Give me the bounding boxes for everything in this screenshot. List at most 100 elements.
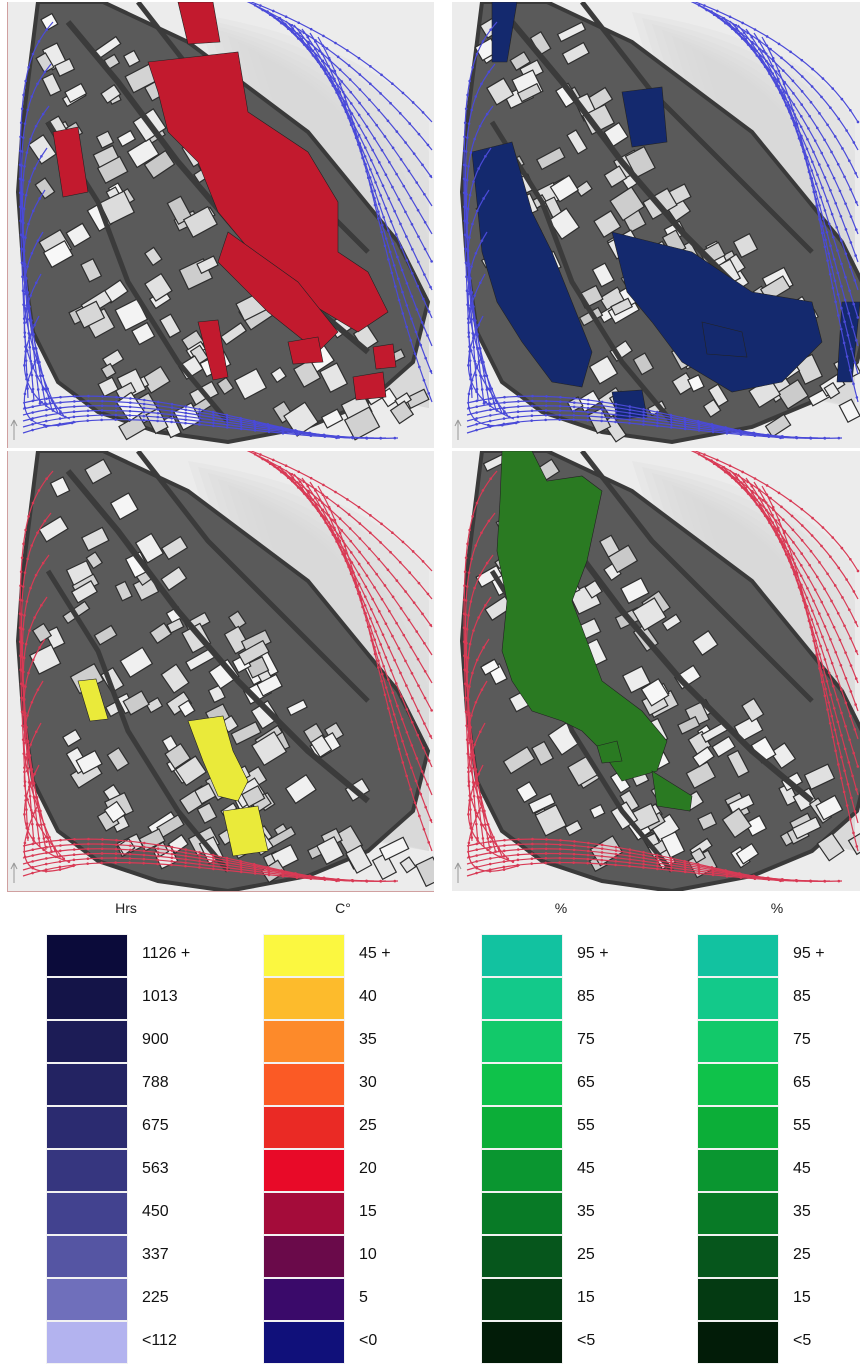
building bbox=[621, 665, 652, 694]
building bbox=[196, 802, 218, 824]
stream-marker bbox=[296, 32, 299, 35]
building bbox=[44, 626, 66, 650]
stream-marker bbox=[422, 746, 425, 750]
stream-marker bbox=[400, 695, 403, 698]
stream-marker bbox=[852, 831, 855, 835]
stream-marker bbox=[614, 860, 618, 863]
stream-marker bbox=[22, 713, 26, 716]
stream-marker bbox=[400, 717, 404, 721]
stream-marker bbox=[422, 378, 426, 382]
stream-marker bbox=[267, 873, 271, 877]
stream-marker bbox=[818, 203, 821, 207]
stream-marker bbox=[357, 592, 360, 595]
stream-marker bbox=[836, 293, 840, 296]
stream-marker bbox=[23, 770, 26, 774]
stream-marker bbox=[795, 436, 799, 440]
stream-marker bbox=[373, 137, 376, 140]
stream-marker bbox=[421, 612, 424, 616]
stream-marker bbox=[424, 805, 427, 809]
north-arrow-icon bbox=[454, 419, 462, 440]
stream-marker bbox=[600, 408, 604, 411]
stream-marker bbox=[62, 857, 66, 861]
legend-row: 900 bbox=[46, 1020, 246, 1063]
stream-marker bbox=[489, 857, 492, 860]
stream-marker bbox=[465, 641, 468, 645]
stream-marker bbox=[72, 415, 76, 419]
stream-marker bbox=[489, 851, 492, 855]
stream-marker bbox=[475, 333, 479, 337]
stream-marker bbox=[34, 809, 37, 812]
building bbox=[620, 577, 650, 605]
map-svg-2 bbox=[454, 2, 860, 445]
building bbox=[27, 134, 57, 165]
stream-marker bbox=[683, 427, 687, 431]
stream-marker bbox=[516, 853, 520, 856]
legend-label: 35 bbox=[577, 1203, 595, 1220]
legend-label: 75 bbox=[793, 1031, 811, 1048]
building bbox=[100, 83, 122, 104]
stream-marker bbox=[753, 434, 757, 438]
stream-marker bbox=[768, 517, 772, 521]
stream-marker bbox=[809, 437, 813, 440]
stream-marker bbox=[327, 505, 331, 509]
stream-marker bbox=[170, 413, 174, 417]
stream-marker bbox=[24, 359, 28, 362]
stream-marker bbox=[711, 873, 715, 877]
stream-marker bbox=[775, 84, 778, 88]
stream-marker bbox=[823, 587, 826, 591]
stream-marker bbox=[485, 112, 489, 116]
legend-swatch bbox=[697, 977, 779, 1020]
legend-row: <112 bbox=[46, 1321, 246, 1364]
stream-marker bbox=[697, 867, 701, 871]
building bbox=[721, 807, 753, 839]
stream-marker bbox=[614, 863, 617, 867]
stream-marker bbox=[849, 557, 852, 561]
stream-marker bbox=[407, 169, 411, 173]
stream-marker bbox=[642, 423, 645, 426]
legend-swatch bbox=[46, 977, 128, 1020]
stream-marker bbox=[559, 395, 562, 399]
building bbox=[603, 121, 629, 148]
building bbox=[502, 746, 536, 775]
stream-marker bbox=[697, 452, 701, 456]
stream-marker bbox=[823, 625, 827, 628]
stream-marker bbox=[259, 4, 262, 7]
stream-marker bbox=[472, 629, 475, 632]
stream-marker bbox=[410, 696, 414, 700]
stream-marker bbox=[475, 428, 478, 432]
stream-marker bbox=[777, 42, 781, 46]
stream-marker bbox=[416, 260, 420, 264]
stream-marker bbox=[29, 137, 32, 141]
stream-marker bbox=[468, 685, 471, 688]
building bbox=[591, 262, 615, 288]
highlight-zone bbox=[651, 770, 693, 812]
building bbox=[177, 699, 196, 718]
stream-marker bbox=[586, 418, 589, 422]
building bbox=[116, 129, 137, 148]
stream-marker bbox=[656, 864, 659, 868]
stream-marker bbox=[792, 552, 796, 555]
stream-marker bbox=[815, 575, 819, 579]
stream-marker bbox=[844, 677, 848, 680]
stream-marker bbox=[817, 211, 821, 214]
stream-marker bbox=[373, 586, 376, 589]
stream-marker bbox=[480, 361, 484, 364]
stream-marker bbox=[829, 188, 832, 192]
stream-marker bbox=[516, 848, 520, 851]
stream-marker bbox=[471, 515, 474, 518]
stream-marker bbox=[476, 839, 479, 842]
stream-marker bbox=[101, 838, 104, 841]
stream-marker bbox=[669, 418, 673, 422]
stream-marker bbox=[37, 837, 41, 840]
stream-marker bbox=[710, 459, 713, 462]
stream-marker bbox=[495, 409, 499, 412]
stream-marker bbox=[855, 845, 859, 848]
stream-marker bbox=[31, 405, 35, 409]
stream-marker bbox=[477, 323, 480, 327]
stream-marker bbox=[806, 163, 809, 166]
stream-marker bbox=[777, 84, 780, 88]
stream-marker bbox=[129, 397, 132, 400]
stream-marker bbox=[100, 404, 104, 408]
stream-marker bbox=[212, 416, 215, 419]
stream-marker bbox=[473, 137, 476, 141]
